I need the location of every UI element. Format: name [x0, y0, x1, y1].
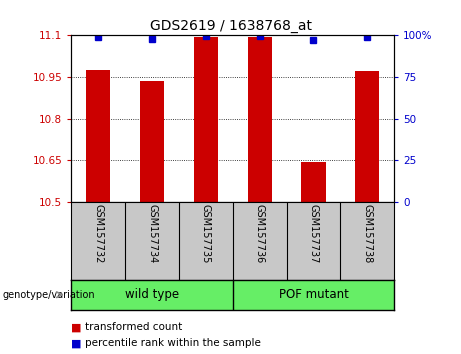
Text: transformed count: transformed count	[85, 322, 183, 332]
Bar	[248, 37, 272, 202]
Text: GSM157732: GSM157732	[93, 204, 103, 263]
Bar	[140, 81, 164, 202]
Text: GSM157737: GSM157737	[308, 204, 319, 263]
Text: POF mutant: POF mutant	[278, 288, 349, 301]
Text: GSM157735: GSM157735	[201, 204, 211, 263]
Text: genotype/variation: genotype/variation	[2, 290, 95, 300]
Bar	[194, 37, 218, 202]
Bar	[301, 161, 325, 202]
Bar	[355, 72, 379, 202]
Bar	[86, 70, 111, 202]
Text: wild type: wild type	[125, 288, 179, 301]
Text: ■: ■	[71, 338, 82, 348]
Text: GSM157734: GSM157734	[147, 204, 157, 263]
Text: GDS2619 / 1638768_at: GDS2619 / 1638768_at	[149, 19, 312, 34]
Text: ■: ■	[71, 322, 82, 332]
Text: percentile rank within the sample: percentile rank within the sample	[85, 338, 261, 348]
Text: GSM157736: GSM157736	[254, 204, 265, 263]
Text: GSM157738: GSM157738	[362, 204, 372, 263]
